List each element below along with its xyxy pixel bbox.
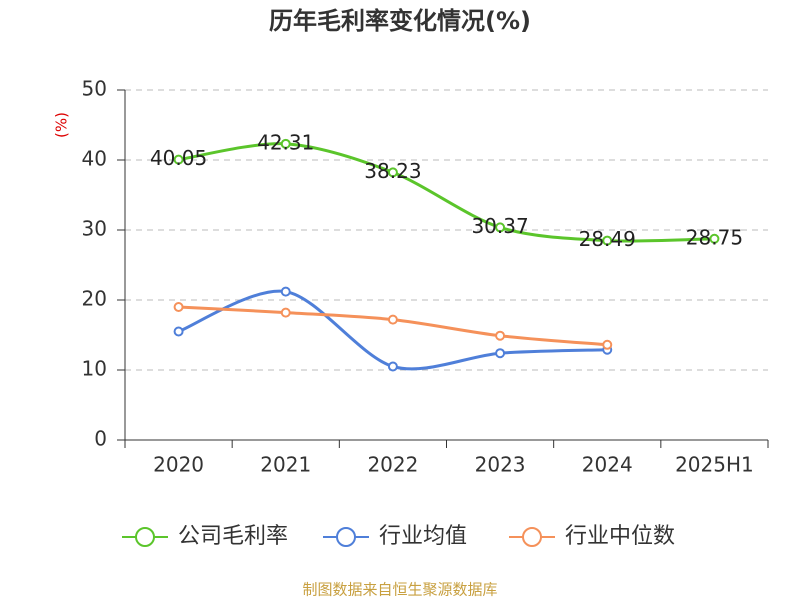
- data-point: [387, 361, 398, 372]
- y-tick-label: 40: [82, 147, 107, 171]
- x-tick-label: 2021: [260, 453, 311, 477]
- chart-title: 历年毛利率变化情况(%): [269, 7, 531, 35]
- legend-label: 公司毛利率: [178, 524, 288, 549]
- data-label: 38.23: [364, 159, 421, 183]
- series-line: [178, 289, 608, 371]
- series-line: [178, 305, 608, 347]
- y-tick-label: 50: [82, 77, 107, 101]
- data-point: [387, 314, 398, 325]
- data-point: [495, 330, 506, 341]
- data-point: [173, 326, 184, 337]
- legend-marker: [522, 527, 542, 547]
- data-point: [495, 222, 506, 233]
- data-label: 40.05: [150, 146, 207, 170]
- x-tick-label: 2022: [367, 453, 418, 477]
- source-note: 制图数据来自恒生聚源数据库: [302, 581, 497, 599]
- x-tick-label: 2025H1: [675, 453, 754, 477]
- data-point: [280, 138, 291, 149]
- y-tick-label: 30: [82, 217, 107, 241]
- legend-marker: [336, 527, 356, 547]
- y-tick-label: 0: [94, 427, 107, 451]
- x-tick-label: 2023: [475, 453, 526, 477]
- data-label: 28.49: [579, 227, 636, 251]
- series-line: [178, 142, 715, 243]
- data-label: 30.37: [471, 214, 528, 238]
- data-label: 42.31: [257, 130, 314, 154]
- data-point: [602, 235, 613, 246]
- data-point: [173, 302, 184, 312]
- y-axis-label: (%): [53, 112, 71, 138]
- y-tick-label: 20: [82, 287, 107, 311]
- y-tick-label: 10: [82, 357, 107, 381]
- data-point: [280, 307, 291, 318]
- legend-marker: [135, 527, 155, 547]
- data-point: [173, 154, 184, 165]
- x-tick-label: 2024: [582, 453, 633, 477]
- x-tick-label: 2020: [153, 453, 204, 477]
- data-label: 28.75: [686, 225, 743, 249]
- data-point: [387, 167, 398, 178]
- legend-label: 行业均值: [379, 524, 467, 549]
- data-point: [709, 233, 720, 244]
- data-point: [495, 348, 506, 359]
- data-point: [602, 339, 613, 350]
- legend-label: 行业中位数: [565, 524, 675, 549]
- data-point: [280, 286, 291, 297]
